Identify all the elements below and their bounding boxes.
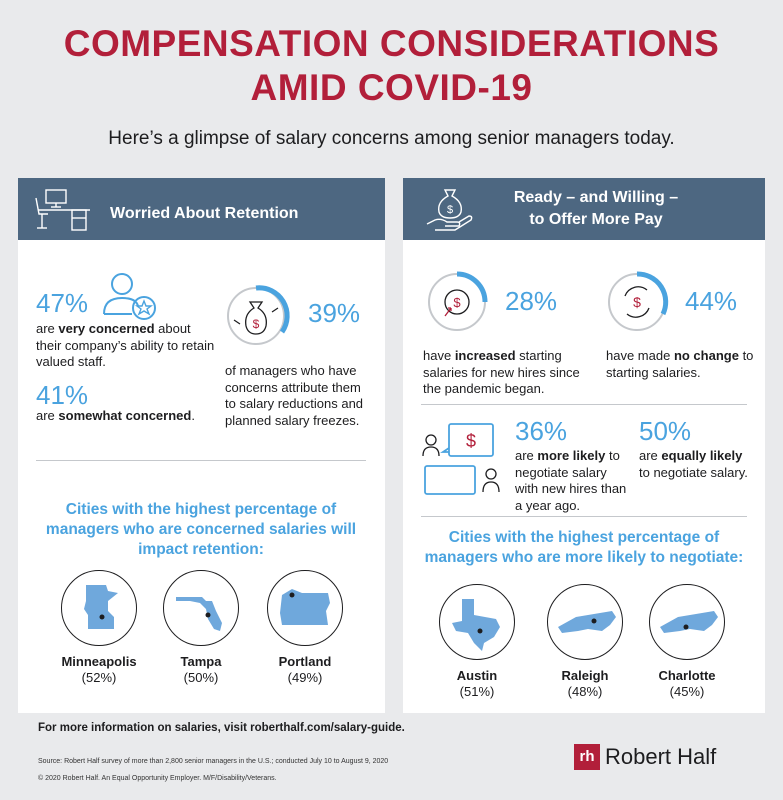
- svg-text:$: $: [466, 431, 476, 451]
- retention-divider: [36, 460, 366, 461]
- page-title: COMPENSATION CONSIDERATIONS AMID COVID-1…: [63, 23, 720, 108]
- desk-icon: [34, 188, 92, 237]
- person-star-icon: [100, 270, 158, 327]
- logo-text: Robert Half: [605, 744, 717, 769]
- stat-50-text: are equally likely to negotiate salary.: [639, 448, 748, 480]
- city-charlotte-pct: (45%): [669, 684, 705, 699]
- charlotte-map: [649, 584, 725, 660]
- stat-41-text: are somewhat concerned.: [36, 408, 195, 423]
- retention-panel: Worried About Retention 47% are very con…: [18, 178, 385, 713]
- retention-header: Worried About Retention: [18, 178, 385, 240]
- stat-41-value: 41%: [36, 380, 89, 410]
- pay-divider-1: [421, 404, 747, 405]
- money-bag-arrows-icon: $: [220, 276, 300, 361]
- chat-dollar-icon: $: [419, 418, 503, 507]
- city-tampa-pct: (50%): [183, 670, 219, 685]
- stat-36-text: are more likely to negotiate salary with…: [515, 448, 627, 513]
- stat-47-text: are very concerned about their company’s…: [36, 321, 215, 369]
- city-austin: Austin: [456, 668, 498, 683]
- pay-header: $ Ready – and Willing – to Offer More Pa…: [403, 178, 765, 240]
- retention-heading: Worried About Retention: [110, 205, 299, 222]
- stat-47-value: 47%: [36, 288, 89, 318]
- city-minneapolis: Minneapolis: [61, 654, 137, 669]
- city-raleigh-pct: (48%): [567, 684, 603, 699]
- city-minneapolis-pct: (52%): [81, 670, 117, 685]
- source-note: Source: Robert Half survey of more than …: [38, 758, 389, 765]
- svg-text:$: $: [633, 294, 641, 310]
- pay-divider-2: [421, 516, 747, 517]
- tampa-map: [163, 570, 239, 646]
- minneapolis-map: [61, 570, 137, 646]
- austin-map: [439, 584, 515, 660]
- city-charlotte: Charlotte: [658, 668, 716, 683]
- svg-text:$: $: [253, 317, 260, 331]
- dollar-cycle-icon: $: [601, 260, 681, 345]
- stat-28-text: have increased starting salaries for new…: [423, 348, 580, 396]
- city-portland: Portland: [278, 654, 332, 669]
- stat-39-value: 39%: [308, 298, 361, 328]
- stat-44-value: 44%: [685, 286, 738, 316]
- stat-36-value: 36%: [515, 416, 568, 446]
- city-raleigh: Raleigh: [561, 668, 609, 683]
- city-austin-pct: (51%): [459, 684, 495, 699]
- stat-44-text: have made no change to starting salaries…: [606, 348, 754, 380]
- pay-panel: $ Ready – and Willing – to Offer More Pa…: [403, 178, 765, 713]
- stat-39-text: of managers who have concerns attribute …: [225, 363, 364, 428]
- copyright-note: © 2020 Robert Half. An Equal Opportunity…: [38, 775, 277, 782]
- retention-cities-title: Cities with the highest percentage of ma…: [45, 501, 357, 558]
- raleigh-map: [547, 584, 623, 660]
- svg-text:$: $: [447, 204, 453, 216]
- logo-mark: rh: [574, 744, 600, 770]
- stat-28-value: 28%: [505, 286, 558, 316]
- money-bag-hand-icon: $: [425, 186, 475, 239]
- city-tampa: Tampa: [180, 654, 222, 669]
- svg-text:$: $: [453, 295, 461, 310]
- pay-heading: Ready – and Willing – to Offer More Pay: [513, 189, 679, 228]
- dollar-up-icon: $: [421, 260, 501, 345]
- page-subtitle: Here’s a glimpse of salary concerns amon…: [108, 128, 675, 149]
- footer-info: For more information on salaries, visit …: [38, 722, 405, 734]
- city-portland-pct: (49%): [287, 670, 323, 685]
- stat-50-value: 50%: [639, 416, 692, 446]
- portland-map: [267, 570, 343, 646]
- pay-cities-title: Cities with the highest percentage of ma…: [424, 529, 744, 566]
